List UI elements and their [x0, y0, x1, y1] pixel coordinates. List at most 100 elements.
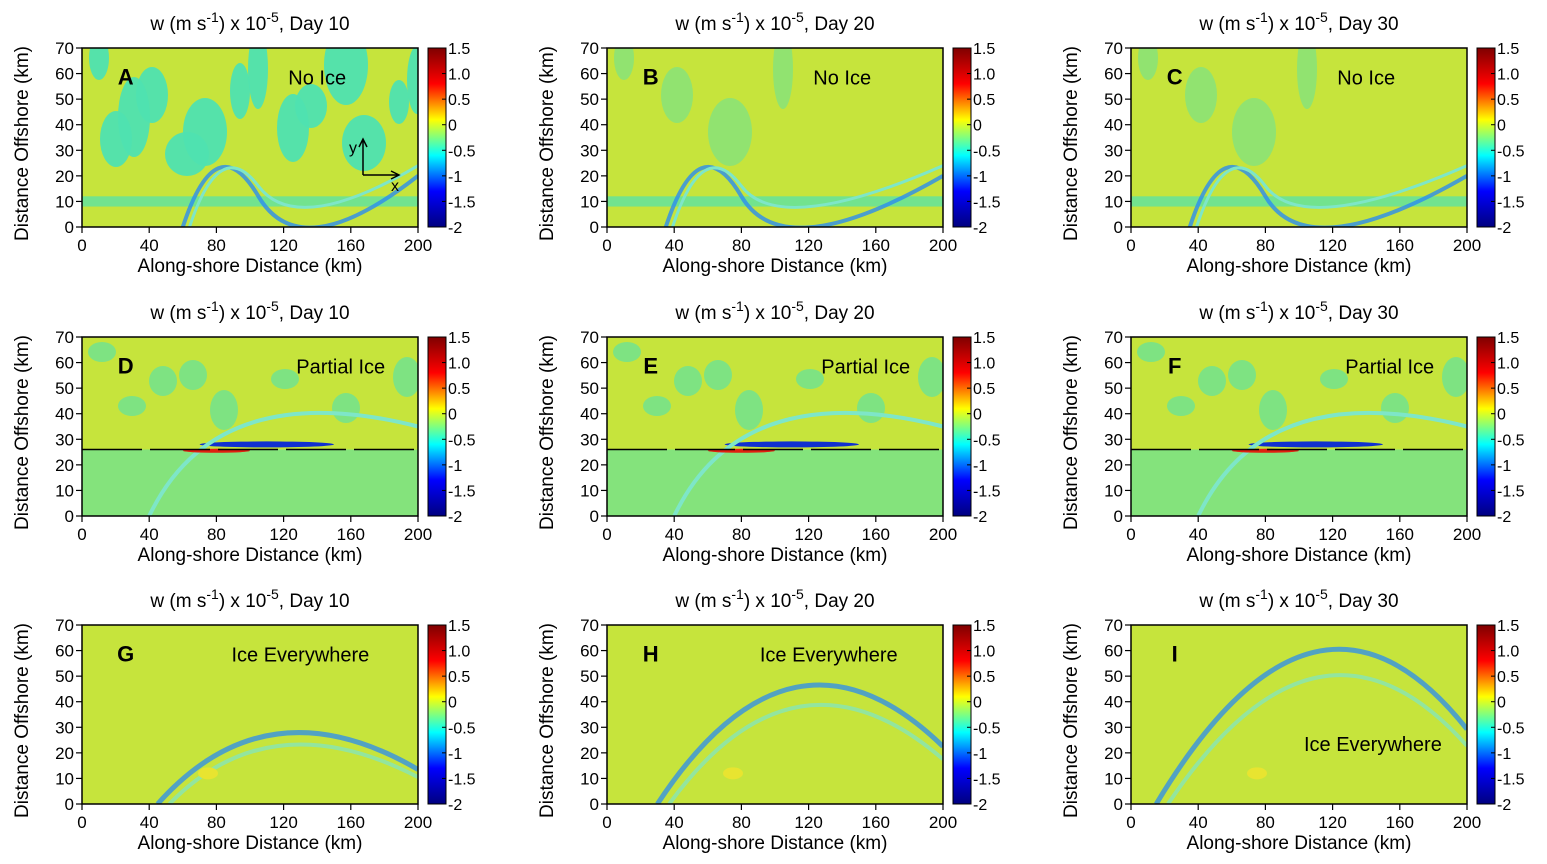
colorbar-tick-label: -2 — [448, 797, 462, 814]
field-arc — [167, 742, 418, 804]
title-part: , Day 20 — [804, 303, 875, 324]
colorbar — [427, 47, 447, 228]
field-arc — [667, 703, 943, 804]
field-blob — [661, 67, 693, 123]
field-blob — [89, 48, 109, 80]
y-tick-label: 50 — [55, 90, 74, 109]
y-tick-label: 20 — [580, 744, 599, 763]
y-tick-label: 70 — [55, 39, 74, 58]
colorbar-tick-label: 0 — [1497, 695, 1506, 712]
x-tick-label: 80 — [207, 236, 226, 255]
x-tick-label: 0 — [1126, 813, 1135, 832]
y-axis-label: Distance Offshore (km) — [1061, 46, 1082, 241]
field-blob — [118, 396, 146, 416]
y-tick-label: 0 — [590, 795, 599, 814]
field-blob — [857, 393, 885, 423]
colorbar-tick-label: 0.5 — [973, 669, 995, 686]
plot-frame — [1130, 47, 1468, 228]
title-part: w (m s — [149, 303, 206, 324]
x-tick-label: 0 — [77, 525, 86, 544]
x-tick-label: 200 — [929, 525, 957, 544]
y-tick-label: 30 — [55, 718, 74, 737]
y-tick-label: 40 — [55, 693, 74, 712]
field-arc — [1195, 164, 1467, 227]
axis-arrow — [358, 137, 401, 180]
title-part: w (m s — [1198, 303, 1255, 324]
panel-letter: B — [643, 65, 659, 90]
x-tick-label: 120 — [269, 525, 297, 544]
plot-frame — [1130, 336, 1468, 517]
field-blob — [1232, 98, 1276, 166]
y-tick-label: 20 — [1104, 167, 1123, 186]
y-tick-label: 20 — [580, 456, 599, 475]
x-tick-label: 160 — [862, 813, 890, 832]
x-tick-label: 0 — [1126, 236, 1135, 255]
field-band — [607, 196, 943, 207]
y-axis-label: Distance Offshore (km) — [537, 46, 558, 241]
field-blob — [1185, 67, 1217, 123]
panel: w (m s-1) x 10-5, Day 100 40 80 120 160 20001… — [12, 586, 476, 854]
y-tick-label: 20 — [55, 456, 74, 475]
title-part: w (m s — [674, 591, 731, 612]
y-tick-label: 40 — [55, 116, 74, 135]
colorbar-tick-label: 0 — [448, 407, 457, 424]
panel-title: w (m s-1) x 10-5, Day 20 — [674, 298, 874, 324]
x-tick-label: 80 — [207, 813, 226, 832]
colorbar-tick-label: -2 — [973, 509, 987, 526]
field-warm — [1247, 767, 1267, 780]
x-axis-label: Along-shore Distance (km) — [138, 256, 363, 277]
y-tick-label: 30 — [580, 718, 599, 737]
x-tick-label: 200 — [404, 236, 432, 255]
colorbar-tick-label: 0 — [973, 118, 982, 135]
title-superscript: -5 — [791, 298, 804, 314]
x-tick-label: 80 — [732, 813, 751, 832]
title-superscript: -1 — [731, 9, 744, 25]
field-arc — [188, 164, 418, 227]
x-tick-label: 200 — [929, 236, 957, 255]
plot-frame — [81, 47, 419, 228]
colorbar-tick-label: 0.5 — [973, 92, 995, 109]
axis-arrow-label: y — [349, 140, 357, 157]
colorbar-tick-label: -1.5 — [448, 483, 476, 500]
field-blob — [100, 111, 132, 167]
panel-letter: D — [118, 354, 134, 379]
y-tick-label: 40 — [1104, 405, 1123, 424]
y-tick-label: 70 — [580, 328, 599, 347]
x-tick-label: 40 — [665, 813, 684, 832]
colorbar-tick-label: 1.5 — [1497, 41, 1519, 58]
title-part: ) x 10 — [219, 303, 267, 324]
field-band-strong — [724, 441, 859, 448]
colorbar-tick-label: 1.0 — [448, 67, 470, 84]
field-arc — [1154, 646, 1467, 804]
panel-annotation: No Ice — [288, 68, 346, 90]
contour-field — [607, 337, 943, 516]
contour-field — [607, 48, 943, 227]
field-blob — [277, 94, 309, 162]
colorbar-tick-label: -0.5 — [448, 720, 476, 737]
field-blob — [643, 396, 671, 416]
x-tick-label: 200 — [1453, 525, 1481, 544]
field-blob — [332, 393, 360, 423]
colorbar-tick-label: -1.5 — [1497, 771, 1525, 788]
x-tick-label: 120 — [1318, 813, 1346, 832]
colorbar-tick-label: 1.0 — [973, 67, 995, 84]
y-tick-label: 30 — [55, 430, 74, 449]
colorbar-tick-label: 1.5 — [1497, 618, 1519, 635]
field-blob — [1228, 360, 1256, 390]
y-tick-label: 20 — [1104, 456, 1123, 475]
y-tick-label: 30 — [1104, 430, 1123, 449]
contour-field — [1131, 337, 1467, 516]
panel-title: w (m s-1) x 10-5, Day 30 — [1198, 298, 1398, 324]
title-superscript: -1 — [206, 586, 219, 602]
x-tick-label: 0 — [1126, 525, 1135, 544]
title-superscript: -5 — [266, 586, 279, 602]
panel-title: w (m s-1) x 10-5, Day 20 — [674, 9, 874, 35]
x-tick-label: 120 — [269, 236, 297, 255]
x-axis-label: Along-shore Distance (km) — [663, 256, 888, 277]
panel: w (m s-1) x 10-5, Day 300 40 80 120 160 20001… — [1061, 298, 1525, 566]
y-tick-label: 60 — [55, 65, 74, 84]
colorbar-tick-label: -2 — [973, 797, 987, 814]
colorbar-tick-label: 0.5 — [448, 92, 470, 109]
y-tick-label: 50 — [1104, 667, 1123, 686]
